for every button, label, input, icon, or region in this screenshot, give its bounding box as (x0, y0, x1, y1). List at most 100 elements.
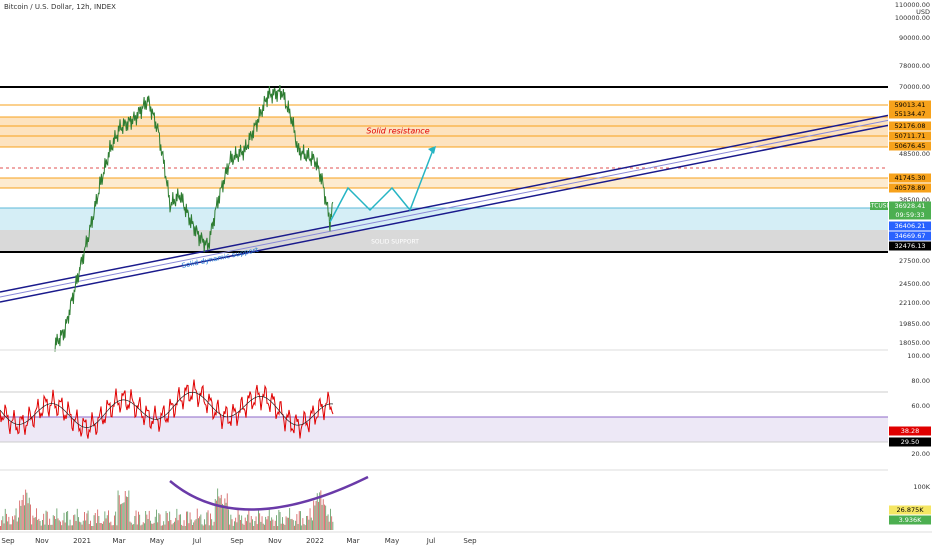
volume-bar (204, 519, 205, 530)
volume-bar (43, 513, 45, 530)
volume-bar (210, 513, 211, 530)
volume-bar (52, 515, 54, 530)
volume-bar (164, 524, 166, 530)
price-tag (889, 426, 931, 436)
volume-bar (72, 525, 73, 530)
volume-bar (254, 521, 256, 530)
volume-bar (260, 521, 262, 530)
axis-label: 38500.00 (899, 196, 930, 204)
volume-bar (319, 492, 321, 530)
volume-bar (67, 511, 69, 530)
volume-bar (280, 523, 282, 530)
price-tag-text: 34669.67 (894, 232, 925, 240)
resistance-zone (0, 117, 888, 147)
volume-bar (123, 502, 125, 530)
volume-bar (60, 521, 61, 530)
volume-bar (130, 522, 132, 530)
volume-bar (258, 509, 259, 530)
resistance-lines (0, 104, 888, 189)
time-label: 2022 (306, 537, 324, 545)
axis-label: 18050.00 (899, 339, 930, 347)
volume-bar (222, 503, 223, 530)
price-tag (889, 100, 931, 110)
volume-bar (63, 512, 65, 530)
volume-bar (208, 525, 210, 530)
resistance-band (0, 178, 888, 188)
price-tag (889, 201, 931, 211)
volume-bar (129, 521, 131, 530)
volume-bar (50, 524, 52, 530)
volume-bar (36, 508, 37, 530)
axis-label: 90000.00 (899, 34, 930, 42)
volume-bar (153, 522, 155, 530)
volume-bar (154, 516, 156, 530)
volume-bar (174, 521, 175, 530)
volume-bar (6, 513, 7, 530)
volume-bar (182, 525, 184, 530)
arc (169, 475, 369, 511)
volume-bar (180, 514, 181, 530)
volume-bar (207, 510, 209, 530)
volume-bar (160, 525, 162, 530)
price-tag-text: 36928.41 (894, 202, 925, 210)
volume-bar (231, 519, 233, 530)
volume-bar (147, 519, 149, 530)
volume-bar (176, 508, 178, 530)
volume-bar (321, 504, 323, 530)
volume-bar (120, 504, 121, 530)
volume-bar (253, 526, 255, 530)
price-tag (889, 131, 931, 141)
volume-bar (298, 511, 300, 530)
price-tag (889, 121, 931, 131)
volume-bar (13, 519, 15, 530)
volume-bar (216, 500, 217, 530)
volume-bar (206, 512, 208, 530)
volume-bar (68, 525, 70, 530)
volume-bar (158, 513, 160, 530)
volume-bar (79, 521, 81, 530)
volume-bar (159, 514, 161, 530)
volume-bar (309, 508, 311, 530)
volume-bar (106, 515, 108, 530)
price-tag (889, 183, 931, 193)
volume-bar (214, 499, 216, 530)
volume-bar (74, 514, 76, 530)
volume-bar (211, 519, 213, 530)
annotation: SOLID SUPPORT (371, 239, 419, 246)
volume-bar (97, 509, 99, 530)
volume-bar (165, 511, 167, 530)
volume-bar (193, 522, 195, 530)
axis-label: 80.00 (911, 377, 930, 385)
volume-bar (195, 519, 197, 530)
axis-label: 22100.00 (899, 299, 930, 307)
arrow-head (428, 146, 436, 154)
volume-bar (169, 511, 171, 530)
volume-bar (205, 524, 207, 530)
volume-bar (272, 519, 274, 530)
volume-bar (279, 512, 281, 530)
volume-bar (105, 518, 107, 530)
volume-bar (328, 521, 330, 530)
volume-bar (282, 517, 283, 530)
volume-bar (30, 504, 31, 530)
time-label: Mar (112, 537, 125, 545)
volume-bar (326, 515, 328, 530)
volume-bar (261, 516, 263, 530)
volume-bar (175, 517, 177, 530)
volume-bar (247, 514, 249, 530)
volume-bar (285, 516, 287, 530)
volume-bar (139, 514, 141, 530)
volume-bar (225, 502, 227, 530)
volume-bar (223, 505, 225, 530)
volume-bar (267, 516, 269, 530)
axis-label: 100K (913, 483, 930, 491)
price-line (54, 84, 334, 352)
volume-bar (289, 508, 291, 530)
volume-bar (124, 491, 126, 530)
volume-bar (144, 523, 145, 530)
volume-bar (325, 505, 327, 530)
axis-label: 70000.00 (899, 83, 930, 91)
volume-bar (314, 505, 316, 530)
channel (0, 112, 901, 303)
volume-bar (198, 518, 199, 530)
